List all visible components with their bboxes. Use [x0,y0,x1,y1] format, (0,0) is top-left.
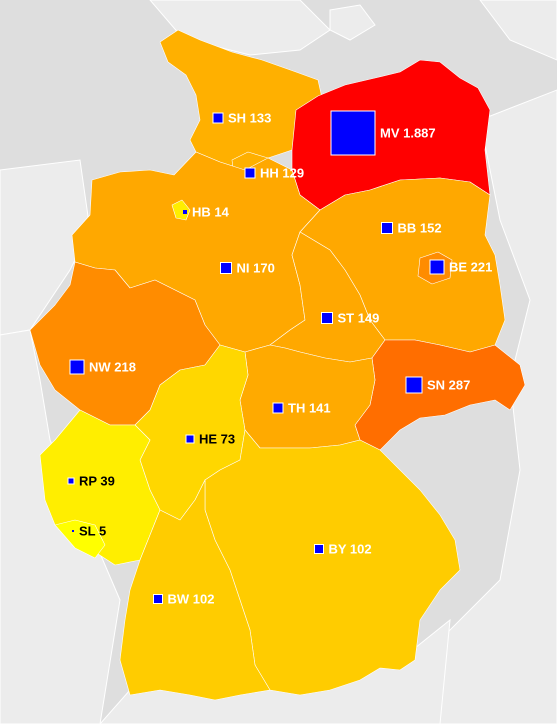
value-marker-ni [220,262,232,274]
state-label-by: BY 102 [329,542,372,557]
value-marker-nw [69,359,85,375]
value-marker-sl [72,530,74,532]
state-label-sl: SL 5 [79,524,106,539]
state-region-hb [171,199,191,221]
state-label-sn: SN 287 [427,378,470,393]
state-label-mv: MV 1.887 [380,126,436,141]
value-marker-mv [330,110,376,156]
value-marker-hh [244,167,256,179]
value-marker-by [314,544,324,554]
state-label-nw: NW 218 [89,360,136,375]
state-label-hh: HH 129 [260,166,304,181]
state-label-hb: HB 14 [192,205,230,220]
state-label-sh: SH 133 [228,111,271,126]
state-label-bb: BB 152 [398,221,442,236]
value-marker-bb [381,222,393,234]
value-marker-rp [67,477,75,485]
value-marker-th [272,402,284,414]
value-marker-sn [405,376,423,394]
danish-island [329,4,376,41]
value-marker-sh [212,112,224,124]
poland-land [419,89,557,724]
value-marker-st [321,312,333,324]
value-marker-hb [183,210,187,214]
state-label-he: HE 73 [199,432,235,447]
value-marker-be [429,259,445,275]
state-region-bw [119,479,271,701]
marker-layer: SH 133 HH 129 MV 1.887 HB 14 BB 152 NI 170 BE … [67,110,492,607]
state-label-be: BE 221 [449,260,492,275]
value-marker-he [185,434,195,444]
state-label-st: ST 149 [338,311,380,326]
state-label-rp: RP 39 [79,474,115,489]
value-marker-bw [153,594,163,604]
sweden-land [479,0,557,61]
state-label-th: TH 141 [288,401,331,416]
netherlands-land [0,159,91,336]
states-layer [29,29,526,701]
state-label-bw: BW 102 [168,592,215,607]
state-region-sl [54,519,106,559]
state-label-ni: NI 170 [237,261,275,276]
